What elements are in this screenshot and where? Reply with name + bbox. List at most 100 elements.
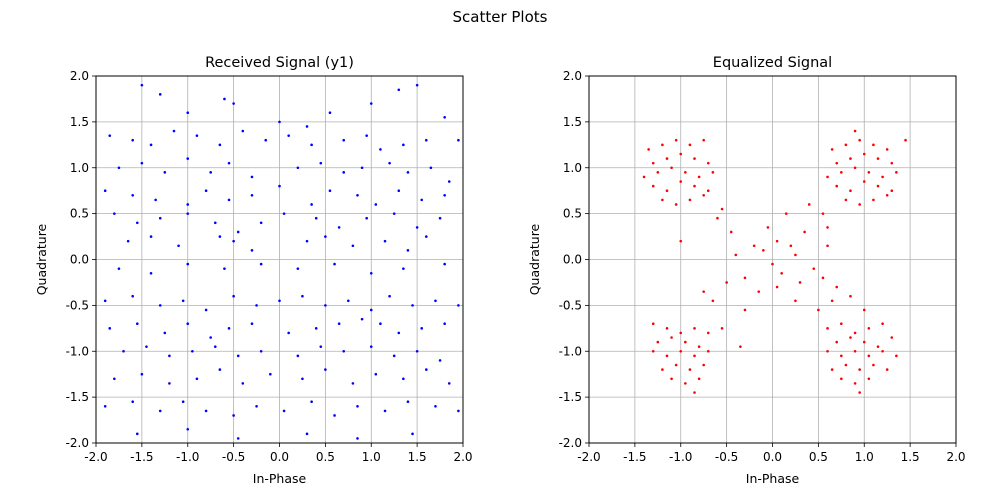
y-tick-label: 0.5 [70,207,89,221]
data-point [826,175,829,179]
x-tick-label: 1.0 [362,450,381,464]
data-point [706,161,710,165]
data-point [319,345,323,348]
data-point [711,171,715,174]
data-point [314,216,318,220]
data-point [204,189,208,192]
data-point [858,368,861,371]
y-tick-label: 1.0 [563,161,582,175]
data-point [392,354,396,358]
data-point [840,377,843,381]
data-point [140,83,144,87]
data-point [103,299,107,303]
data-point [447,382,451,385]
data-point [674,203,678,206]
data-point [213,221,217,225]
data-point [443,322,446,326]
data-point [665,157,669,160]
x-tick-label: 1.5 [408,450,427,464]
scatter-panel-equalized: -2.0 -1.5 -1.0 -0.5 0.0 0.5 1.0 1.5 2.0 -2.0 -1.5 -… [527,55,966,486]
data-point [438,359,442,362]
data-point [131,138,134,142]
data-point [324,368,327,371]
data-point [411,304,414,307]
data-point [794,253,797,257]
data-point [867,354,871,358]
data-point [310,400,313,404]
data-point [739,345,742,348]
data-point [729,230,733,234]
data-point [149,143,153,147]
data-point [665,189,669,192]
data-point [278,299,281,303]
data-point [706,189,710,192]
data-point [780,271,783,275]
data-point [209,171,212,174]
data-point [379,148,382,151]
x-tick-label: 0.0 [270,450,289,464]
data-point [826,349,829,353]
data-point [881,349,884,353]
data-point [716,216,719,220]
data-point [181,400,185,404]
data-point [278,120,281,124]
data-point [849,157,852,160]
x-tick-label: -1.0 [669,450,692,464]
x-tick-label: -1.5 [130,450,153,464]
data-point [259,221,263,225]
data-point [821,212,825,215]
data-point [711,299,715,303]
data-point [397,189,401,192]
data-point [337,322,341,326]
data-point [434,299,437,303]
data-point [890,161,894,165]
data-point [374,203,378,206]
data-point [862,180,866,183]
data-point [420,327,424,330]
data-point [140,161,144,165]
data-point [890,189,894,192]
data-point [369,345,373,348]
y-tick-label: -1.0 [559,344,582,358]
data-point [324,235,327,238]
data-point [122,349,125,353]
x-tick-label: -1.5 [623,450,646,464]
data-point [789,244,793,248]
data-point [232,294,235,298]
data-point [867,171,871,174]
data-point [420,198,424,202]
data-point [817,308,820,312]
data-point [287,331,290,335]
data-point [693,391,696,394]
data-point [278,184,281,188]
data-point [402,377,405,381]
data-point [140,372,144,376]
data-point [310,143,313,147]
data-point [149,271,153,275]
data-point [821,276,825,280]
data-point [835,340,839,344]
data-point [158,304,162,307]
data-point [697,175,701,179]
data-point [232,414,235,417]
data-point [794,299,797,303]
x-tick-label: 2.0 [453,450,472,464]
data-point [862,340,866,344]
x-tick-label: 1.5 [901,450,920,464]
data-point [131,193,134,197]
data-point [117,267,121,270]
data-point [642,175,646,179]
data-point [693,354,696,358]
data-point [415,349,419,353]
data-point [113,212,116,215]
data-point [743,308,747,312]
data-point [803,230,806,234]
data-point [392,212,396,215]
data-point [402,143,405,147]
data-point [862,308,866,312]
data-point [434,405,437,408]
x-tick-label: -0.5 [715,450,738,464]
data-point [168,382,171,385]
